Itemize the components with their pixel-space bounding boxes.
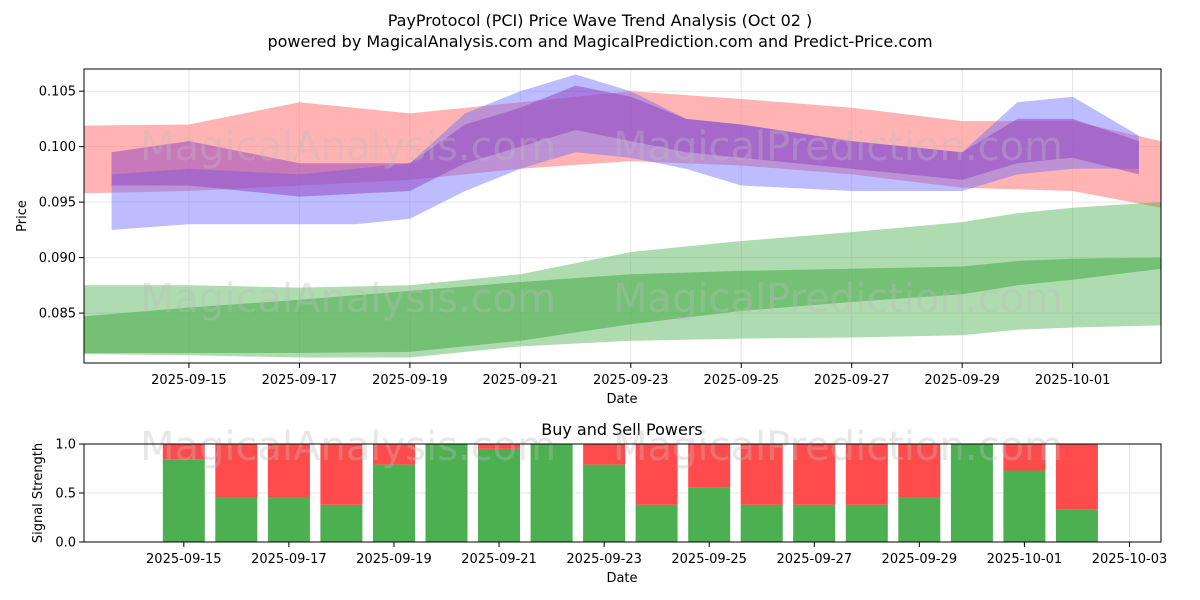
buy-bar bbox=[950, 444, 993, 542]
buy-bar bbox=[688, 487, 731, 542]
sell-bar bbox=[740, 444, 783, 505]
price-x-tick-label: 2025-09-29 bbox=[924, 373, 1000, 388]
signal-panel-frame bbox=[83, 443, 1162, 543]
signal-x-tick-label: 2025-09-25 bbox=[671, 552, 747, 567]
signal-y-ticks: 0.0 0.5 1.0 bbox=[55, 438, 84, 551]
price-y-tick-label: 0.090 bbox=[39, 251, 76, 266]
watermark-right-top: MagicalPrediction.com bbox=[613, 124, 1063, 170]
sell-bar bbox=[898, 444, 941, 498]
signal-x-tick-label: 2025-10-01 bbox=[987, 552, 1063, 567]
buy-bar bbox=[267, 497, 310, 542]
price-x-tick-label: 2025-09-23 bbox=[593, 373, 669, 388]
price-bands bbox=[84, 74, 1161, 358]
signal-x-tick-label: 2025-09-27 bbox=[776, 552, 852, 567]
sell-bar bbox=[583, 444, 626, 465]
buy-bar bbox=[793, 504, 836, 542]
price-x-tick-label: 2025-09-17 bbox=[262, 373, 338, 388]
price-y-tick-label: 0.105 bbox=[39, 85, 76, 100]
buy-bar bbox=[162, 459, 205, 542]
signal-x-tick-label: 2025-09-19 bbox=[356, 552, 432, 567]
signal-panel: Buy and Sell Powers MagicalAnalysis.com … bbox=[31, 420, 1167, 586]
price-x-label: Date bbox=[606, 392, 637, 407]
price-y-label: Price bbox=[15, 200, 30, 232]
sell-bar bbox=[162, 444, 205, 460]
signal-bars bbox=[162, 444, 1098, 542]
green-band-inner bbox=[84, 257, 1161, 353]
buy-bar bbox=[215, 497, 258, 542]
price-x-tick-label: 2025-10-01 bbox=[1035, 373, 1111, 388]
buy-bar bbox=[898, 497, 941, 542]
sell-bar bbox=[635, 444, 678, 505]
signal-x-tick-label: 2025-09-29 bbox=[882, 552, 958, 567]
sell-bar bbox=[478, 444, 520, 449]
watermark-left-top: MagicalAnalysis.com bbox=[140, 124, 556, 170]
price-y-ticks: 0.085 0.090 0.095 0.100 0.105 bbox=[39, 85, 84, 322]
sell-bar bbox=[845, 444, 888, 505]
signal-x-tick-label: 2025-09-23 bbox=[566, 552, 642, 567]
price-x-tick-label: 2025-09-25 bbox=[703, 373, 779, 388]
signal-y-label: Signal Strength bbox=[31, 443, 46, 543]
sell-bar bbox=[215, 444, 258, 498]
price-x-tick-label: 2025-09-15 bbox=[151, 373, 227, 388]
signal-x-label: Date bbox=[606, 571, 637, 586]
price-panel: MagicalAnalysis.com MagicalPrediction.co… bbox=[15, 68, 1162, 407]
price-x-tick-label: 2025-09-19 bbox=[372, 373, 448, 388]
watermark-left-mid: MagicalAnalysis.com bbox=[140, 276, 556, 322]
sell-bar bbox=[1055, 444, 1098, 510]
watermark-right-mid: MagicalPrediction.com bbox=[613, 276, 1063, 322]
sell-bar bbox=[1003, 444, 1046, 471]
signal-y-tick-label: 0.0 bbox=[55, 536, 76, 551]
watermark-right-bottom: MagicalPrediction.com bbox=[613, 424, 1063, 470]
buy-bar bbox=[425, 444, 468, 542]
buy-bar bbox=[320, 504, 363, 542]
buy-bar bbox=[845, 504, 888, 542]
buy-bar bbox=[530, 444, 573, 542]
buy-bar bbox=[1003, 470, 1046, 542]
signal-x-tick-label: 2025-09-15 bbox=[146, 552, 222, 567]
sell-bar bbox=[320, 444, 363, 505]
sell-bar bbox=[688, 444, 731, 488]
buy-bar bbox=[373, 464, 415, 542]
chart-title-line2: powered by MagicalAnalysis.com and Magic… bbox=[267, 32, 932, 51]
sell-bar bbox=[793, 444, 836, 505]
signal-x-ticks: 2025-09-15 2025-09-17 2025-09-19 2025-09-21… bbox=[146, 542, 1167, 567]
price-y-tick-label: 0.100 bbox=[39, 140, 76, 155]
watermark-left-bottom: MagicalAnalysis.com bbox=[140, 424, 556, 470]
chart-title-line1: PayProtocol (PCI) Price Wave Trend Analy… bbox=[388, 11, 813, 30]
signal-x-tick-label: 2025-09-21 bbox=[461, 552, 537, 567]
sell-bar bbox=[373, 444, 415, 465]
price-x-ticks: 2025-09-15 2025-09-17 2025-09-19 2025-09-21… bbox=[151, 363, 1110, 388]
buy-bar bbox=[740, 504, 783, 542]
price-panel-frame bbox=[83, 68, 1162, 364]
purple-band bbox=[111, 85, 1139, 197]
price-y-tick-label: 0.095 bbox=[39, 196, 76, 211]
price-x-tick-label: 2025-09-27 bbox=[814, 373, 890, 388]
sell-bar bbox=[267, 444, 310, 498]
signal-x-tick-label: 2025-10-03 bbox=[1092, 552, 1168, 567]
signal-panel-title: Buy and Sell Powers bbox=[541, 420, 703, 439]
signal-x-tick-label: 2025-09-17 bbox=[251, 552, 327, 567]
buy-bar bbox=[1055, 509, 1098, 542]
price-y-tick-label: 0.085 bbox=[39, 307, 76, 322]
price-x-tick-label: 2025-09-21 bbox=[483, 373, 559, 388]
signal-y-tick-label: 0.5 bbox=[55, 487, 76, 502]
signal-y-tick-label: 1.0 bbox=[55, 438, 76, 453]
buy-bar bbox=[583, 464, 626, 542]
buy-bar bbox=[635, 504, 678, 542]
buy-bar bbox=[478, 448, 520, 542]
